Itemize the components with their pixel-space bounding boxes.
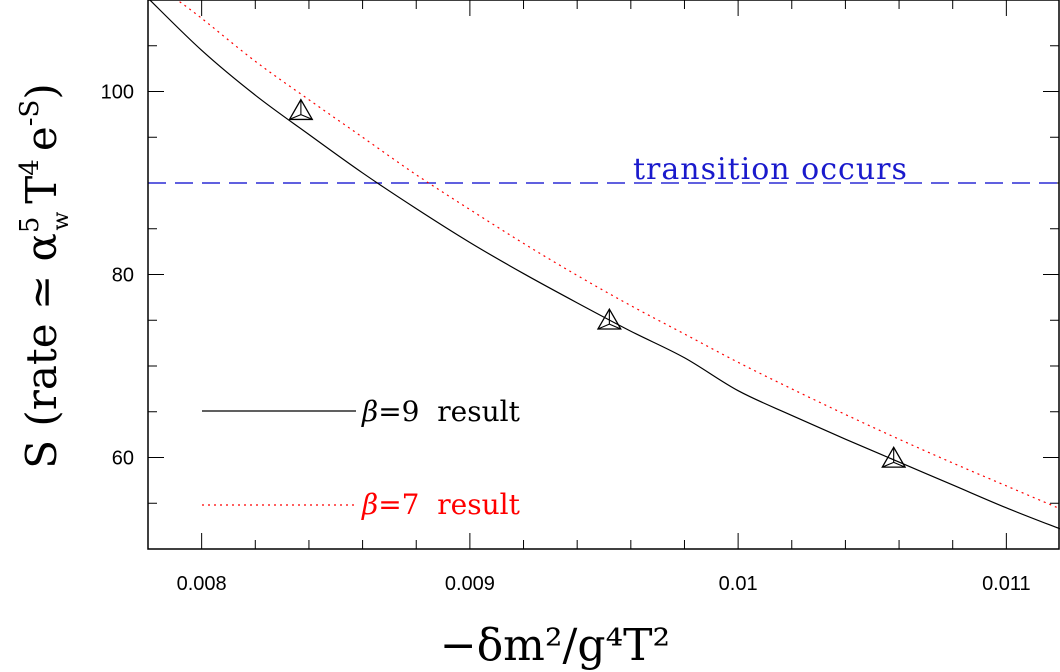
y-tick-labels: 60 80 100	[101, 82, 134, 470]
x-axis-label: −δm²/g⁴T²	[440, 620, 670, 671]
legend-label-beta9: β=9 result	[361, 395, 521, 428]
y-tick-label: 100	[101, 82, 134, 104]
y-tick-label: 80	[112, 265, 134, 287]
data-point-triangle	[881, 446, 907, 468]
data-point-triangle	[596, 307, 622, 330]
data-point-spoke	[597, 323, 610, 330]
x-tick-label: 0.011	[982, 573, 1031, 595]
data-point	[596, 307, 622, 330]
plot-frame	[147, 0, 1060, 550]
x-tick-label: 0.01	[719, 573, 758, 595]
transition-label: transition occurs	[633, 152, 908, 187]
series-lines	[149, 0, 1060, 530]
legend-label-beta7: β=7 result	[361, 488, 521, 521]
data-point-spoke	[300, 114, 313, 120]
y-tick-label: 60	[112, 448, 134, 470]
data-point-triangle	[288, 98, 314, 121]
data-point-spoke	[893, 461, 906, 468]
data-point-spoke	[609, 323, 621, 330]
data-points	[288, 98, 907, 468]
x-tick-label: 0.008	[177, 573, 227, 595]
x-tick-label: 0.009	[445, 573, 495, 595]
data-point-spoke	[289, 114, 302, 120]
series-line-0	[149, 0, 1060, 530]
y-axis-label: S (rate ≃ α5 wT4e-S)	[15, 83, 74, 468]
data-point	[881, 446, 907, 468]
series-line-1	[176, 0, 1060, 510]
data-point-spoke	[882, 461, 894, 468]
x-tick-labels: 0.008 0.009 0.01 0.011	[177, 573, 1031, 595]
legend: β=9 result β=7 result	[202, 395, 521, 521]
data-point	[288, 98, 314, 121]
